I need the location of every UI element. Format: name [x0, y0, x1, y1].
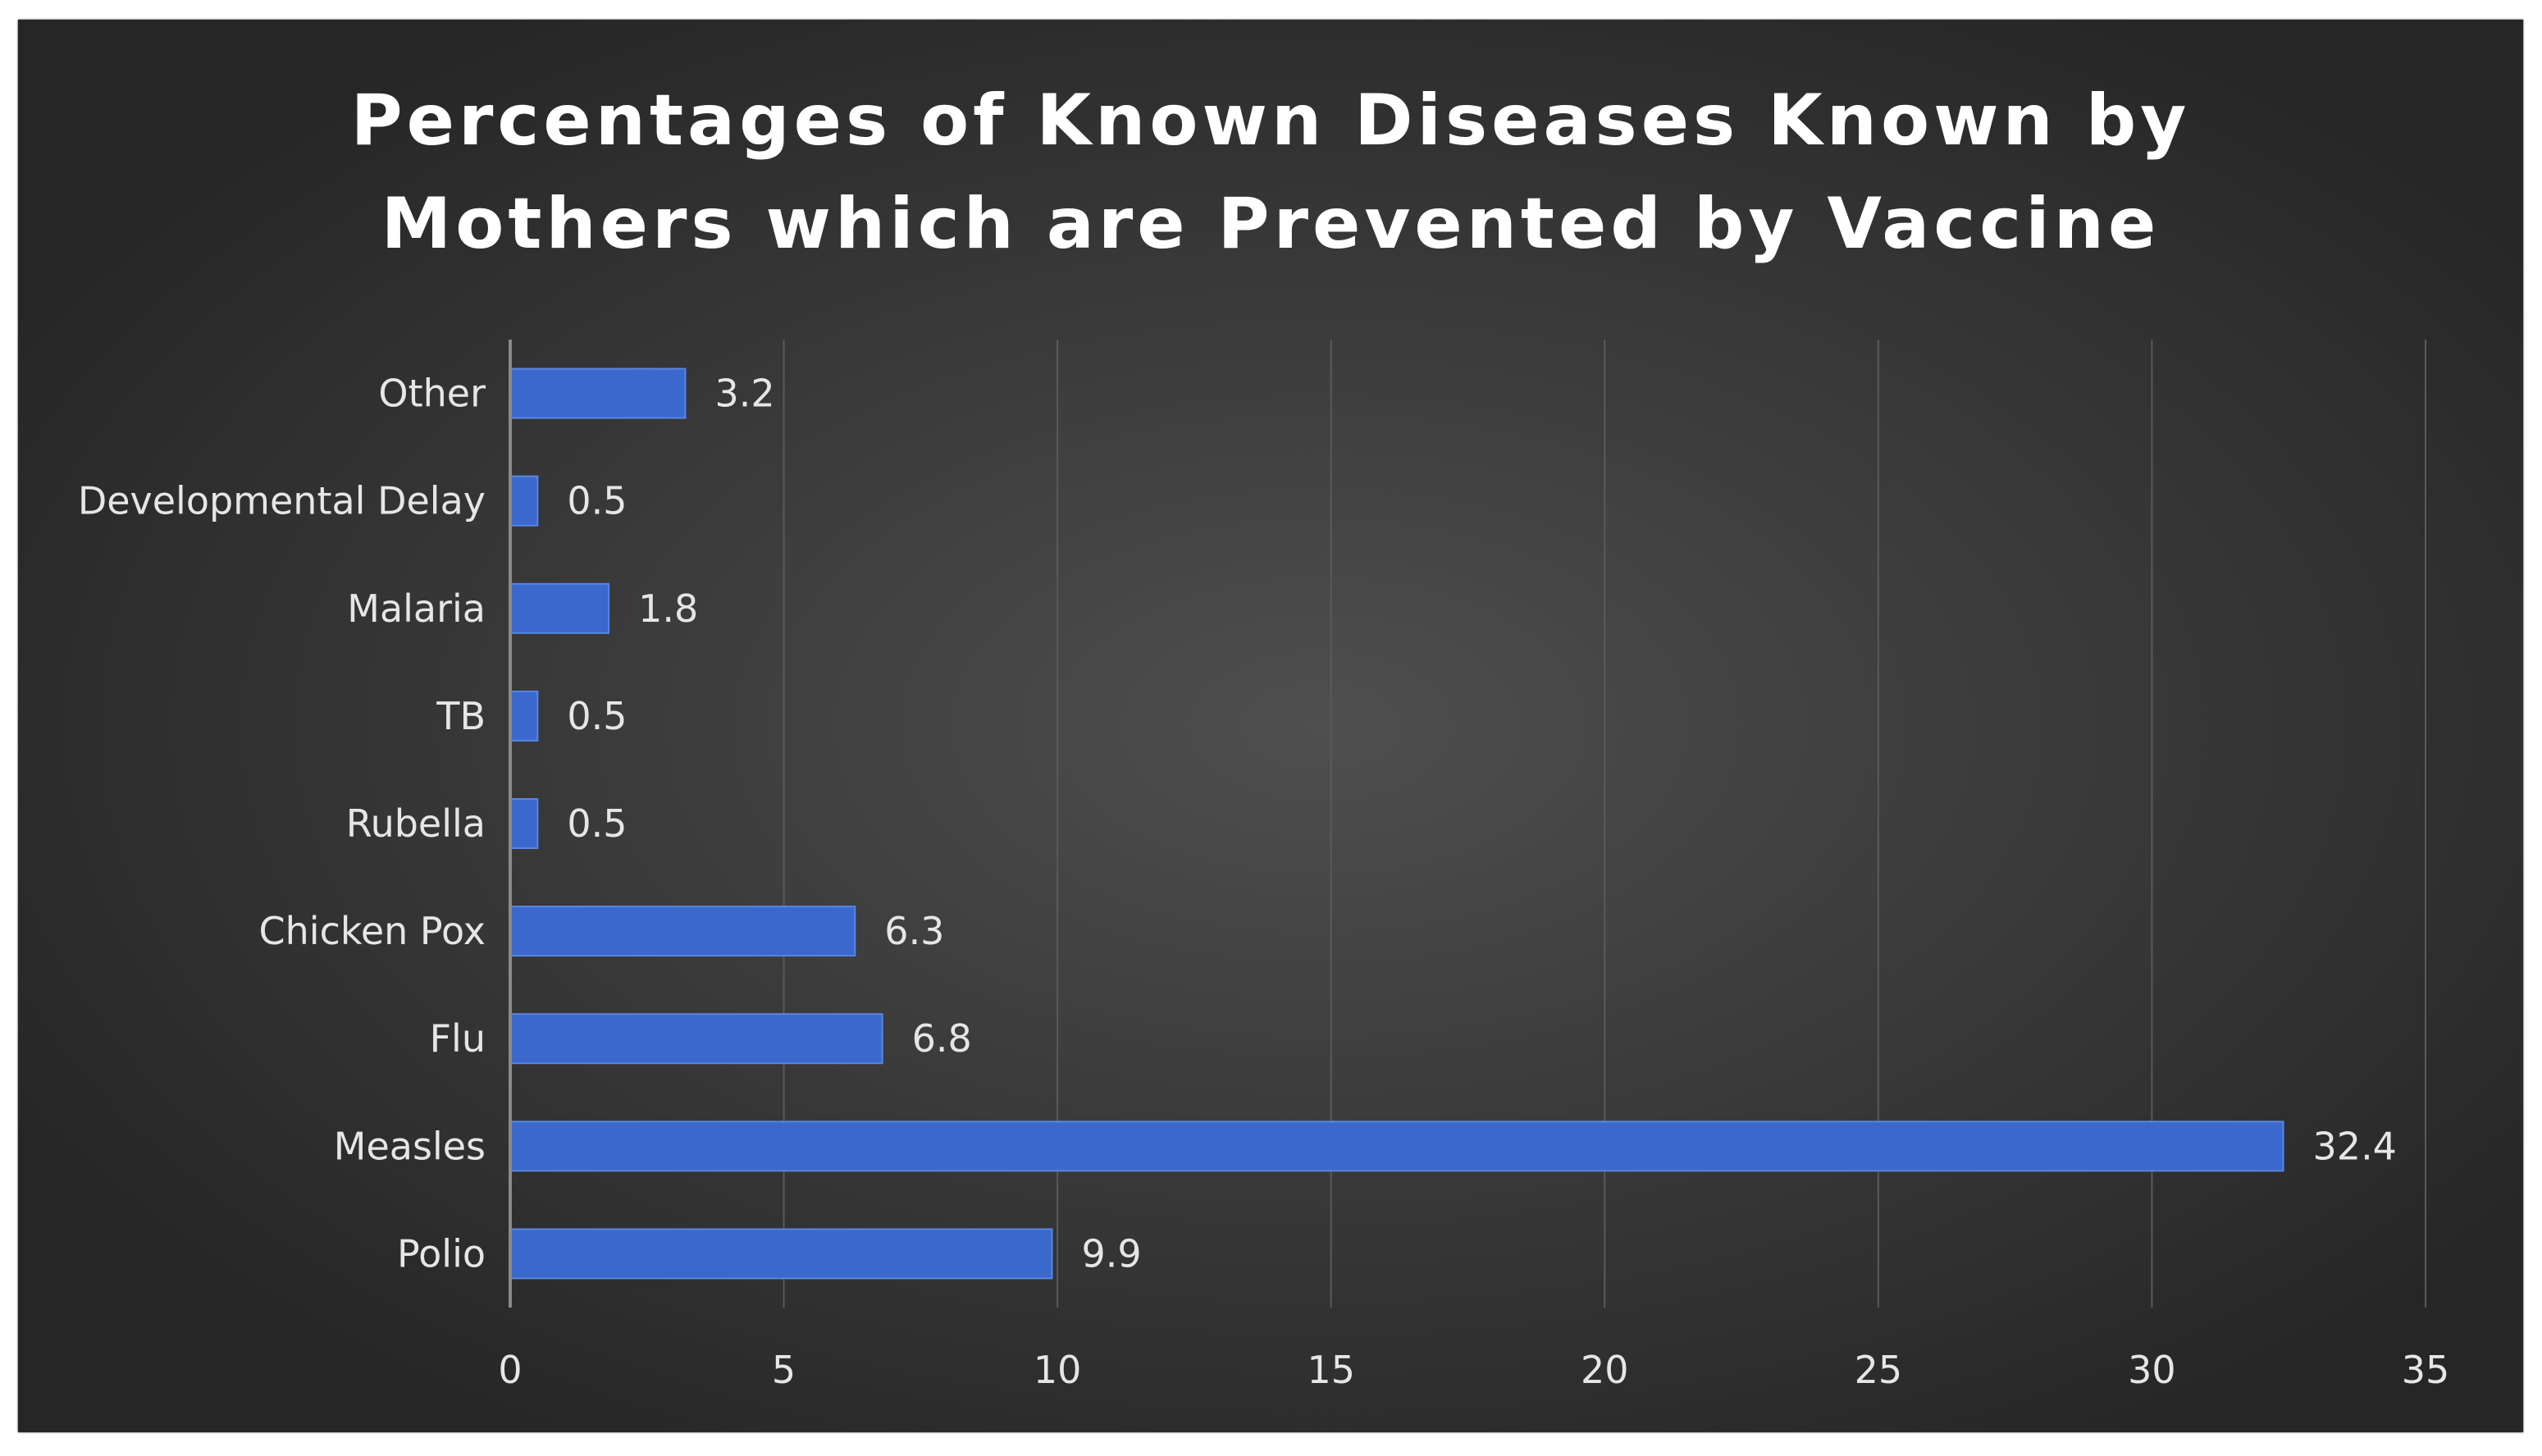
bar-measles: [509, 1121, 2284, 1172]
bar-polio: [509, 1228, 1053, 1280]
category-label-flu: Flu: [430, 1016, 486, 1061]
x-tick-label-30: 30: [2128, 1348, 2176, 1392]
data-label-malaria: 1.8: [638, 587, 698, 631]
x-tick-label-35: 35: [2402, 1348, 2450, 1392]
data-label-other: 3.2: [714, 372, 774, 416]
category-label-malaria: Malaria: [347, 587, 486, 631]
data-label-developmental-delay: 0.5: [567, 479, 627, 523]
data-label-polio: 9.9: [1081, 1231, 1141, 1276]
data-label-measles: 32.4: [2313, 1124, 2397, 1168]
category-label-other: Other: [378, 372, 486, 416]
x-tick-label-5: 5: [772, 1348, 796, 1392]
data-label-tb: 0.5: [567, 694, 627, 738]
category-label-rubella: Rubella: [346, 801, 486, 846]
x-tick-label-15: 15: [1307, 1348, 1355, 1392]
bars: [509, 367, 2284, 1280]
x-tick-label-10: 10: [1034, 1348, 1082, 1392]
category-label-tb: TB: [436, 694, 486, 738]
data-label-rubella: 0.5: [567, 801, 627, 846]
bar-developmental-delay: [509, 475, 539, 527]
bar-chicken-pox: [509, 906, 856, 957]
labels: 0 5 10 15 20 25 30 35 Polio 9.9 Measles 32.4 Flu 6.8 C…: [78, 372, 2449, 1392]
category-label-developmental-delay: Developmental Delay: [78, 479, 486, 523]
data-label-chicken-pox: 6.3: [884, 909, 944, 953]
bar-malaria: [509, 582, 610, 634]
x-tick-label-0: 0: [498, 1348, 522, 1392]
bar-other: [509, 367, 687, 419]
x-tick-label-20: 20: [1581, 1348, 1629, 1392]
bar-tb: [509, 690, 539, 742]
x-tick-label-25: 25: [1855, 1348, 1903, 1392]
bar-flu: [509, 1013, 883, 1065]
category-label-chicken-pox: Chicken Pox: [259, 909, 486, 953]
data-label-flu: 6.8: [912, 1016, 972, 1061]
chart-panel: Percentages of Known Diseases Known by M…: [18, 20, 2523, 1432]
bar-rubella: [509, 798, 539, 849]
category-label-measles: Measles: [334, 1124, 486, 1168]
bar-chart-plot: 0 5 10 15 20 25 30 35 Polio 9.9 Measles 32.4 Flu 6.8 C…: [78, 340, 2449, 1392]
chart-title: Percentages of Known Diseases Known by M…: [350, 80, 2191, 265]
category-label-polio: Polio: [397, 1231, 486, 1276]
